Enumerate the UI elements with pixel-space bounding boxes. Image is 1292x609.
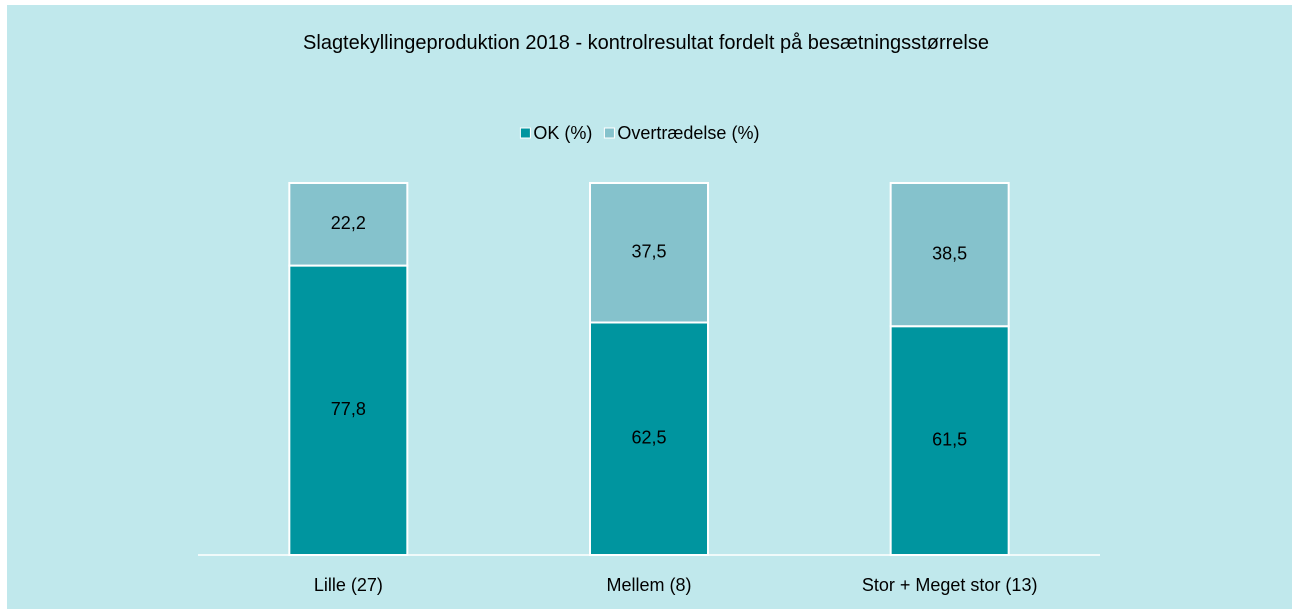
bar-segment xyxy=(889,182,1010,328)
legend-label: Overtrædelse (%) xyxy=(617,123,759,143)
bar-segment xyxy=(889,325,1010,556)
data-label: 38,5 xyxy=(932,243,967,263)
bar-segment xyxy=(589,321,709,556)
legend-swatch xyxy=(519,127,531,139)
data-label: 61,5 xyxy=(932,429,967,449)
x-tick-label: Mellem (8) xyxy=(606,575,691,595)
legend-swatch xyxy=(603,127,615,139)
x-tick-label: Stor + Meget stor (13) xyxy=(862,575,1038,595)
legend-label: OK (%) xyxy=(533,123,592,143)
bar-segment xyxy=(288,182,409,267)
data-label: 62,5 xyxy=(631,428,666,448)
bar-segment xyxy=(589,182,709,324)
data-label: 77,8 xyxy=(331,399,366,419)
data-label: 22,2 xyxy=(331,213,366,233)
bar-segment xyxy=(288,264,409,556)
x-tick-label: Lille (27) xyxy=(314,575,383,595)
data-label: 37,5 xyxy=(631,242,666,262)
chart-title: Slagtekyllingeproduktion 2018 - kontrolr… xyxy=(303,32,989,54)
